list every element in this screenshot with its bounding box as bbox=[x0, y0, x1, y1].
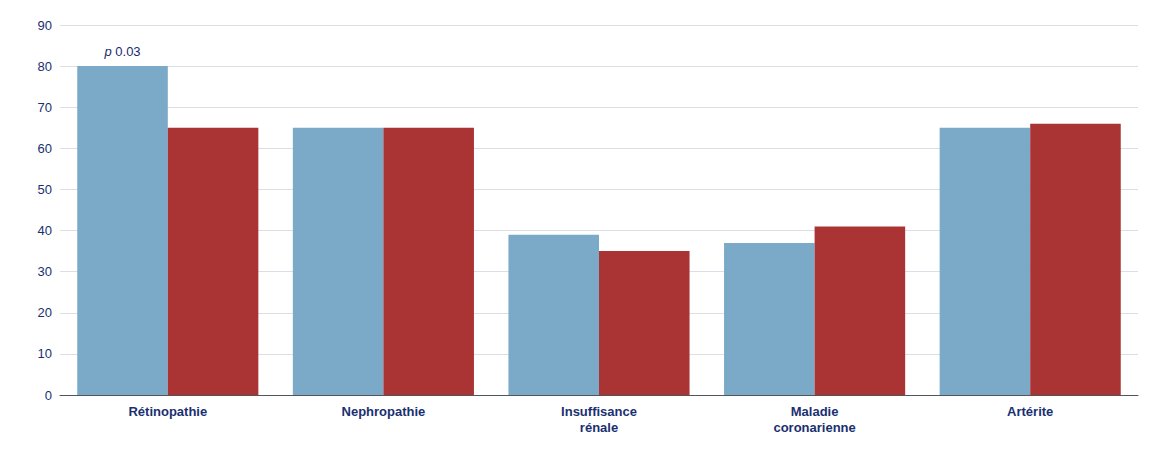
svg-text:20: 20 bbox=[38, 305, 52, 320]
svg-text:coronarienne: coronarienne bbox=[773, 420, 855, 435]
svg-text:Rétinopathie: Rétinopathie bbox=[128, 404, 207, 419]
svg-text:Insuffisance: Insuffisance bbox=[561, 404, 637, 419]
svg-text:0.03: 0.03 bbox=[112, 44, 141, 59]
svg-text:40: 40 bbox=[38, 223, 52, 238]
svg-text:Artérite: Artérite bbox=[1007, 404, 1053, 419]
svg-text:Maladie: Maladie bbox=[791, 404, 839, 419]
svg-text:10: 10 bbox=[38, 346, 52, 361]
svg-text:rénale: rénale bbox=[580, 420, 618, 435]
svg-text:80: 80 bbox=[38, 59, 52, 74]
svg-text:60: 60 bbox=[38, 141, 52, 156]
svg-text:50: 50 bbox=[38, 182, 52, 197]
svg-text:p: p bbox=[103, 44, 111, 59]
svg-text:90: 90 bbox=[38, 18, 52, 33]
svg-text:70: 70 bbox=[38, 100, 52, 115]
svg-text:30: 30 bbox=[38, 264, 52, 279]
svg-text:Nephropathie: Nephropathie bbox=[342, 404, 426, 419]
svg-text:0: 0 bbox=[45, 388, 52, 403]
